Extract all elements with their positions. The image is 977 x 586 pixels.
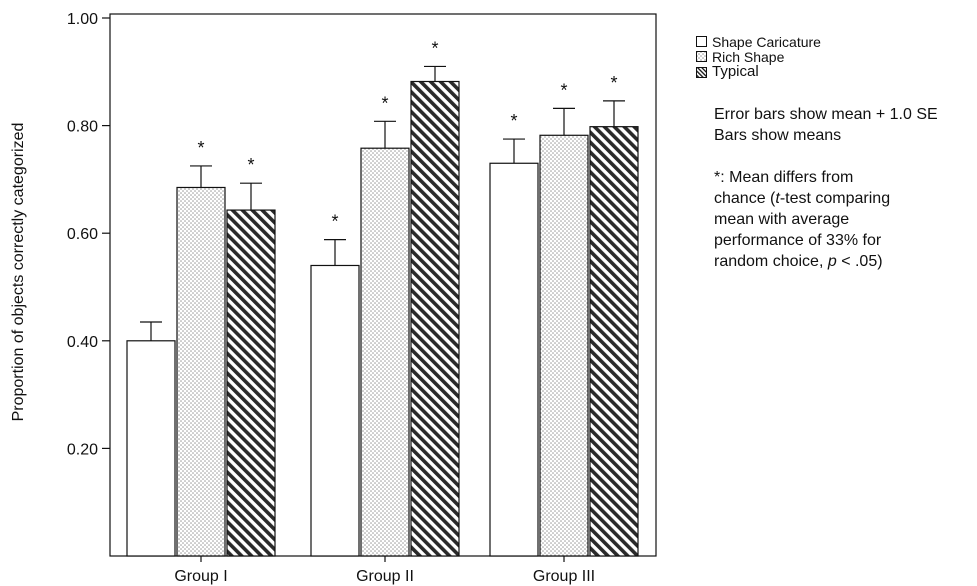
bar-shape-caricature-group-iii [489, 162, 539, 557]
legend-item-shape-caricature: Shape Caricature [696, 33, 821, 50]
note-sig-line2-pre: chance ( [714, 190, 776, 207]
bar-shape-caricature-group-ii [310, 264, 360, 557]
notes-significance: *: Mean differs from chance (t-test comp… [714, 167, 976, 272]
chart-legend: Shape Caricature Rich Shape Typical [696, 34, 821, 80]
legend-label: Shape Caricature [712, 33, 821, 50]
y-tick-label: 0.20 [67, 441, 98, 458]
notes-error-bars: Error bars show mean + 1.0 SE Bars show … [714, 104, 976, 146]
significance-marker: * [610, 73, 617, 93]
y-axis-label: Proportion of objects correctly categori… [10, 123, 27, 422]
bar-typical-group-iii [589, 126, 639, 557]
note-sig-line1: *: Mean differs from [714, 169, 854, 186]
y-tick-label: 0.40 [67, 334, 98, 351]
note-sig-line2-t: t [775, 190, 780, 207]
legend-swatch-dots [696, 51, 707, 62]
significance-marker: * [560, 80, 567, 100]
x-axis-labels: Group I Group II Group III [174, 556, 595, 585]
significance-marker: * [331, 212, 338, 232]
note-sig-line5-pre: random choice, [714, 253, 828, 270]
bar-shape-caricature-group-i [126, 340, 176, 557]
bar-rich-shape-group-i [176, 186, 226, 557]
x-tick-label: Group I [174, 568, 227, 585]
legend-label: Rich Shape [712, 48, 785, 65]
x-tick-label: Group II [356, 568, 414, 585]
x-tick-label: Group III [533, 568, 595, 585]
significance-marker: * [381, 93, 388, 113]
bars-layer: * * * * * * * * [126, 38, 639, 557]
significance-marker: * [431, 38, 438, 58]
legend-item-rich-shape: Rich Shape [696, 48, 821, 65]
note-sig-line5: random choice, p < .05) [714, 251, 976, 272]
y-tick-label: 1.00 [67, 11, 98, 28]
legend-label: Typical [712, 63, 759, 80]
significance-marker: * [510, 111, 517, 131]
note-sig-line3: mean with average [714, 211, 850, 228]
note-sig-line2: chance (t-test comparing [714, 188, 976, 209]
bar-typical-group-i [226, 209, 276, 557]
significance-marker: * [247, 155, 254, 175]
y-axis-ticks: 0.20 0.40 0.60 0.80 1.00 [67, 11, 110, 458]
y-tick-label: 0.60 [67, 226, 98, 243]
bar-typical-group-ii [410, 80, 460, 557]
y-tick-label: 0.80 [67, 119, 98, 136]
significance-marker: * [197, 138, 204, 158]
bar-rich-shape-group-iii [539, 134, 589, 557]
legend-item-typical: Typical [696, 64, 821, 80]
bar-rich-shape-group-ii [360, 147, 410, 557]
note-bars: Bars show means [714, 127, 842, 144]
chart-notes: Error bars show mean + 1.0 SE Bars show … [714, 104, 976, 293]
note-sig-line5-p: p [827, 253, 837, 270]
note-sig-line2-post: -test comparing [779, 190, 891, 207]
note-error-bars: Error bars show mean + 1.0 SE [714, 106, 938, 123]
note-sig-line4: performance of 33% for [714, 232, 882, 249]
note-sig-line5-post: < .05) [836, 253, 883, 270]
legend-swatch-plain [696, 36, 707, 47]
legend-swatch-stripes [696, 66, 707, 78]
